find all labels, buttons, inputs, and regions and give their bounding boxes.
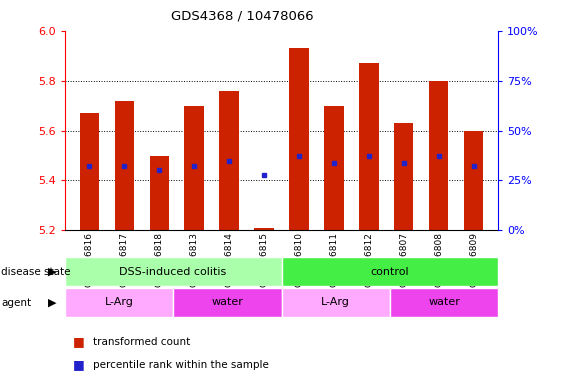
Bar	[114, 101, 134, 230]
Bar	[185, 106, 204, 230]
Bar	[150, 156, 169, 230]
Text: ▶: ▶	[48, 267, 56, 277]
Text: L-Arg: L-Arg	[321, 297, 350, 308]
Text: GDS4368 / 10478066: GDS4368 / 10478066	[171, 10, 314, 23]
Bar	[79, 113, 99, 230]
Bar	[289, 48, 309, 230]
Bar	[65, 288, 173, 317]
Text: ■: ■	[73, 358, 85, 371]
Text: agent: agent	[1, 298, 32, 308]
Text: ▶: ▶	[48, 298, 56, 308]
Bar	[324, 106, 343, 230]
Bar	[429, 81, 449, 230]
Text: L-Arg: L-Arg	[105, 297, 133, 308]
Bar	[464, 131, 484, 230]
Text: water: water	[428, 297, 460, 308]
Text: disease state: disease state	[1, 267, 70, 277]
Text: water: water	[211, 297, 243, 308]
Bar	[282, 288, 390, 317]
Text: transformed count: transformed count	[93, 337, 190, 347]
Bar	[65, 257, 282, 286]
Bar	[390, 288, 498, 317]
Bar	[254, 228, 274, 230]
Text: ■: ■	[73, 335, 85, 348]
Bar	[359, 63, 378, 230]
Bar	[220, 91, 239, 230]
Bar	[394, 123, 413, 230]
Text: percentile rank within the sample: percentile rank within the sample	[93, 360, 269, 370]
Bar	[282, 257, 498, 286]
Bar	[173, 288, 282, 317]
Text: DSS-induced colitis: DSS-induced colitis	[119, 266, 227, 277]
Text: control: control	[370, 266, 409, 277]
